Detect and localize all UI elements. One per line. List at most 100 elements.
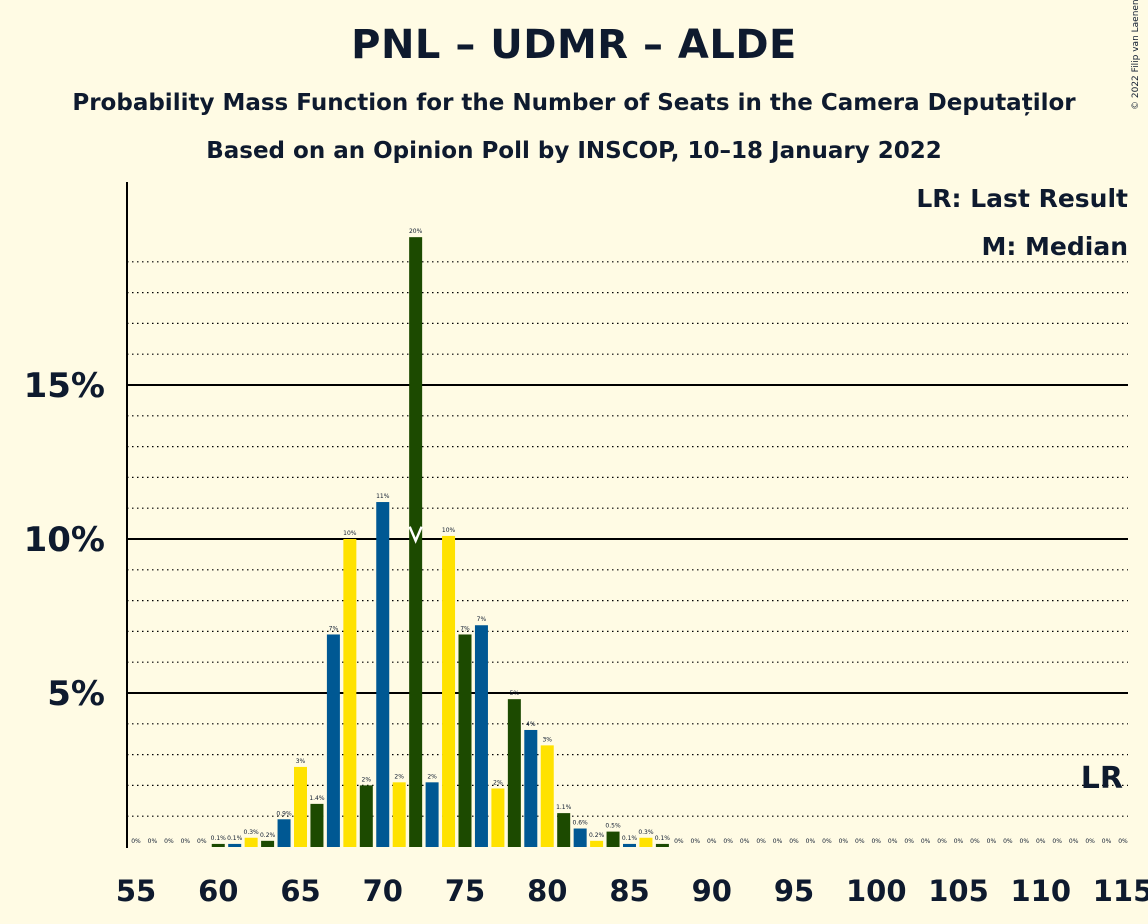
x-tick-label: 105 [928, 874, 989, 908]
bar-seat-62 [244, 837, 258, 847]
bar-seat-64 [277, 819, 291, 847]
chart-title: PNL – UDMR – ALDE [351, 22, 797, 68]
bar-value-label: 0.1% [622, 835, 638, 842]
bar-seat-74 [442, 535, 456, 847]
bar-seat-78 [507, 699, 521, 847]
bar-value-label: 0% [937, 838, 947, 845]
bar-value-label: 0% [1020, 838, 1030, 845]
bar-value-label: 0.1% [211, 835, 227, 842]
y-tick-label: 10% [24, 520, 105, 560]
bar-seat-69 [359, 785, 373, 847]
bar-value-label: 0.9% [276, 810, 292, 817]
bar-value-label: 7% [329, 625, 339, 632]
x-tick-label: 110 [1010, 874, 1071, 908]
bar-value-label: 0% [756, 838, 766, 845]
bar-value-label: 0% [1102, 838, 1112, 845]
bar-value-label: 0.1% [227, 835, 243, 842]
bar-value-label: 3% [542, 736, 552, 743]
x-tick-label: 85 [609, 874, 649, 908]
y-tick-label: 5% [47, 674, 105, 714]
bar-value-label: 2% [394, 773, 404, 780]
bar-value-label: 0% [904, 838, 914, 845]
bar-value-label: 10% [442, 527, 456, 534]
x-tick-label: 60 [198, 874, 238, 908]
bar-seat-60 [211, 843, 225, 847]
bar-value-label: 7% [477, 616, 487, 623]
bar-seat-84 [606, 831, 620, 847]
bar-seat-76 [474, 625, 488, 847]
x-tick-label: 115 [1093, 874, 1148, 908]
bar-seat-73 [425, 782, 439, 847]
bar-value-label: 0% [1003, 838, 1013, 845]
bar-value-label: 0.2% [589, 832, 605, 839]
bar-value-label: 0% [181, 838, 191, 845]
bar-seat-83 [590, 840, 604, 847]
bar-value-label: 0% [131, 838, 141, 845]
bar-value-label: 0% [987, 838, 997, 845]
chart-subtitle-poll: Based on an Opinion Poll by INSCOP, 10–1… [206, 138, 942, 164]
x-tick-label: 65 [280, 874, 320, 908]
bar-value-label: 0% [723, 838, 733, 845]
bar-value-label: 11% [376, 493, 390, 500]
bar-value-label: 0% [164, 838, 174, 845]
bar-value-label: 0.6% [573, 820, 589, 827]
bar-seat-79 [524, 729, 538, 847]
bar-seat-70 [376, 502, 390, 847]
last-result-marker: LR [1081, 761, 1123, 796]
bar-value-label: 1.1% [556, 804, 572, 811]
bar-value-label: 0.2% [260, 832, 276, 839]
bar-value-label: 0% [855, 838, 865, 845]
x-tick-label: 100 [846, 874, 907, 908]
x-tick-label: 75 [445, 874, 485, 908]
bar-value-label: 0.1% [655, 835, 671, 842]
bar-value-label: 0% [1085, 838, 1095, 845]
x-tick-label: 55 [116, 874, 156, 908]
bar-value-label: 0% [1069, 838, 1079, 845]
bar-value-label: 0.5% [605, 823, 621, 830]
bar-seat-87 [655, 843, 669, 847]
bar-value-label: 0% [740, 838, 750, 845]
bar-value-label: 0% [773, 838, 783, 845]
bar-value-label: 2% [362, 776, 372, 783]
median-marker [408, 526, 423, 544]
bar-value-label: 2% [427, 773, 437, 780]
bar-seat-86 [639, 837, 653, 847]
bar-value-label: 2% [493, 779, 503, 786]
bar-value-label: 0% [822, 838, 832, 845]
bar-value-label: 0% [888, 838, 898, 845]
y-tick-label: 15% [24, 366, 105, 406]
bar-seat-68 [343, 539, 357, 847]
bar-value-label: 0% [970, 838, 980, 845]
bar-seat-65 [294, 766, 307, 847]
x-tick-label: 95 [774, 874, 814, 908]
bar-seat-75 [458, 634, 472, 847]
bar-value-label: 0% [789, 838, 799, 845]
bar-value-label: 0% [839, 838, 849, 845]
bar-value-label: 0% [707, 838, 717, 845]
bar-seat-63 [261, 840, 275, 847]
bar-value-label: 0.3% [638, 829, 654, 836]
bar-value-label: 4% [526, 721, 536, 728]
bar-seat-67 [326, 634, 340, 847]
bar-value-label: 0% [197, 838, 207, 845]
bar-seat-81 [557, 813, 571, 847]
x-tick-label: 80 [527, 874, 567, 908]
bar-seat-61 [228, 843, 242, 847]
bar-value-label: 0% [1052, 838, 1062, 845]
bar-value-label: 5% [510, 690, 520, 697]
bar-value-label: 0% [954, 838, 964, 845]
bar-value-label: 0% [691, 838, 701, 845]
bar-value-label: 7% [460, 625, 470, 632]
bar-seat-77 [491, 788, 505, 847]
chart-subtitle: Probability Mass Function for the Number… [72, 90, 1076, 116]
bar-value-label: 0% [674, 838, 684, 845]
bar-value-label: 0% [806, 838, 816, 845]
legend-last-result: LR: Last Result [916, 184, 1128, 213]
bar-value-label: 0% [921, 838, 931, 845]
bar-seat-66 [310, 803, 324, 847]
x-tick-label: 90 [692, 874, 732, 908]
bar-seat-82 [573, 828, 587, 847]
bar-seat-80 [540, 745, 554, 847]
bar-value-label: 0.3% [244, 829, 260, 836]
